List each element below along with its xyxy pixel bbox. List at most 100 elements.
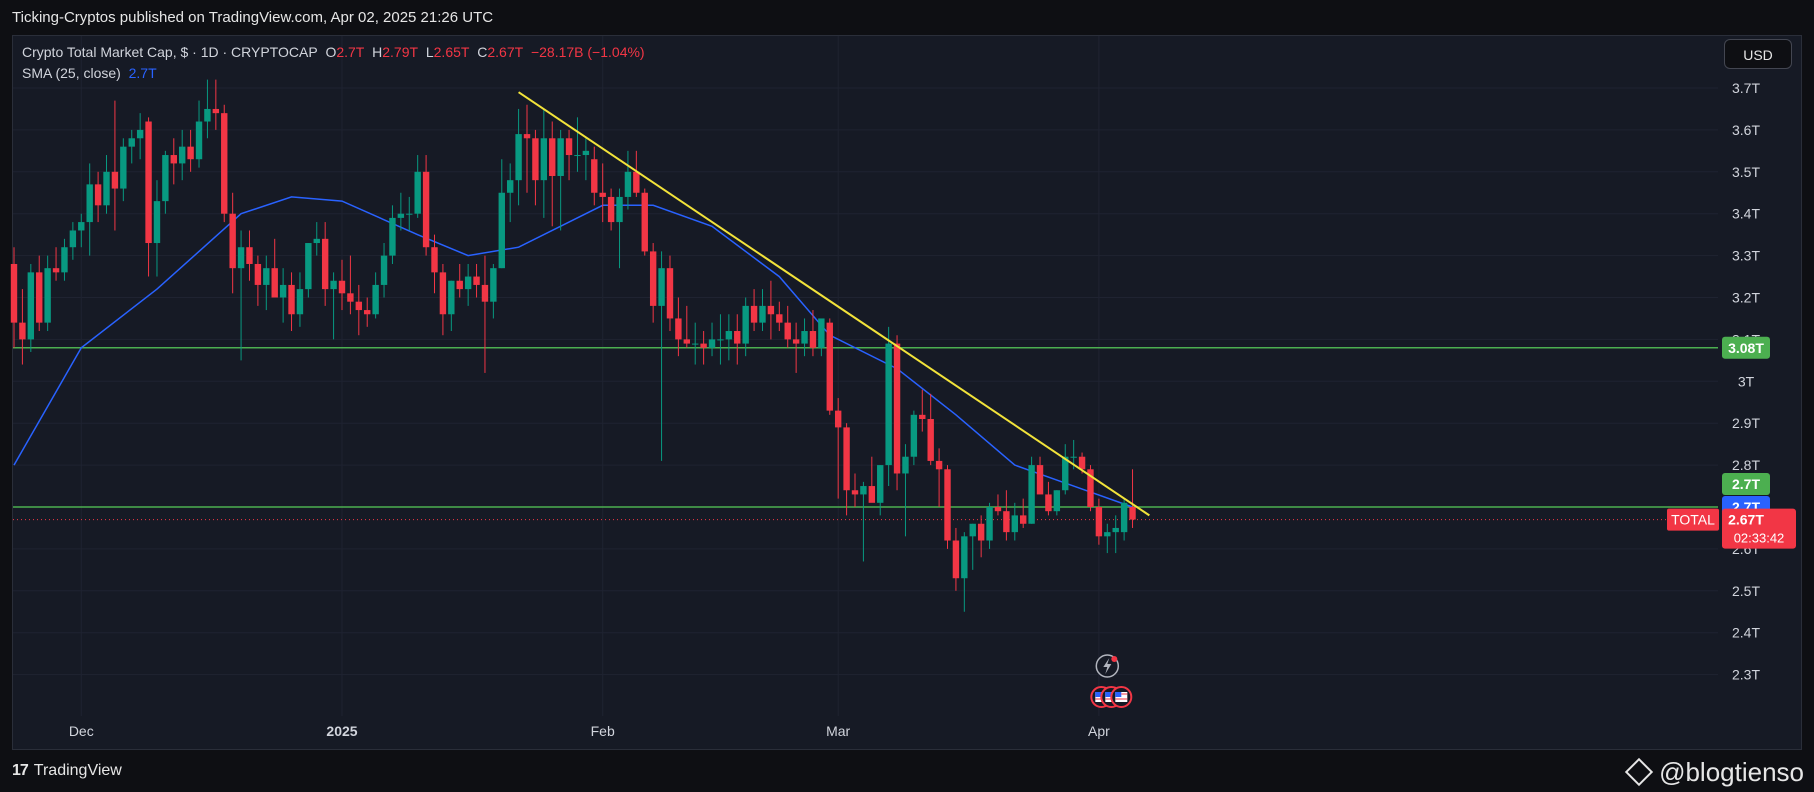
candles [10, 79, 1136, 612]
author-handle: @blogtienso [1624, 757, 1804, 788]
candle-body [961, 536, 968, 579]
candle [1053, 490, 1061, 516]
candle-body [44, 268, 51, 323]
candle [162, 150, 169, 214]
candle [195, 100, 203, 168]
chart-panel[interactable] [12, 35, 1802, 750]
candle [94, 171, 102, 223]
legend-sma-label: SMA (25, close) [22, 65, 121, 81]
candle-body [380, 255, 388, 285]
candle [498, 159, 505, 269]
event-dot [1111, 656, 1118, 662]
candle-body [19, 322, 26, 340]
x-tick-label: Feb [591, 723, 615, 739]
candle [725, 314, 733, 361]
candle [591, 146, 598, 206]
candle-body [725, 331, 733, 340]
candle-body [734, 331, 741, 344]
candle [103, 155, 110, 214]
candle-body [481, 284, 489, 302]
candle [330, 272, 337, 340]
candle-body [708, 339, 716, 348]
candle-body [1045, 494, 1052, 512]
y-tick-label: 2.5T [1732, 583, 1760, 599]
candle-body [263, 268, 270, 285]
candle-body [641, 192, 648, 252]
candle [481, 255, 489, 373]
candle [944, 465, 951, 549]
candle-body [187, 146, 194, 160]
candle [305, 243, 312, 298]
candle-body [776, 314, 783, 323]
tradingview-brand-label: TradingView [33, 762, 122, 779]
candle [532, 129, 539, 206]
y-tick-label: 3.3T [1732, 248, 1760, 264]
candle-body [692, 343, 699, 345]
candle [389, 205, 396, 264]
candle [246, 230, 253, 281]
candle [969, 523, 976, 570]
candle [809, 310, 817, 357]
candle [61, 238, 68, 281]
y-tick-label: 3.4T [1732, 206, 1760, 222]
candle-body [229, 213, 236, 269]
candle-body [305, 243, 312, 290]
candle-body [523, 134, 531, 139]
candle [136, 113, 144, 160]
tradingview-logo-icon: 17 [12, 762, 29, 779]
candle [515, 108, 522, 206]
price-label-text: 3.08T [1728, 340, 1764, 356]
currency-button[interactable]: USD [1724, 39, 1792, 69]
candle [834, 398, 842, 499]
candle-body [515, 134, 522, 181]
candle [187, 129, 194, 172]
candle [44, 255, 51, 332]
candle-body [910, 414, 918, 457]
candle [170, 138, 177, 185]
legend-sma-row[interactable]: SMA (25, close) 2.7T [22, 65, 645, 86]
y-tick-label: 2.3T [1732, 667, 1760, 683]
candle-body [271, 268, 278, 298]
candle-body [658, 268, 665, 306]
candle [683, 305, 690, 348]
candle-body [1129, 507, 1136, 520]
candle [431, 234, 438, 294]
candle [111, 100, 119, 231]
legend-change: −28.17B (−1.04%) [530, 44, 645, 60]
candlestick-chart[interactable]: 2.3T2.4T2.5T2.6T2.7T2.8T2.9T3T3.1T3.2T3.… [0, 0, 1814, 752]
candle-body [532, 138, 539, 181]
candle [338, 259, 346, 311]
candle [279, 268, 287, 323]
candle-body [1120, 502, 1128, 533]
candle [952, 527, 960, 591]
author-handle-text: @blogtienso [1659, 757, 1804, 787]
candle [792, 322, 800, 373]
candle [935, 448, 943, 507]
footer: 17 TradingView @blogtienso [0, 752, 1814, 792]
candle-body [464, 276, 472, 290]
candle [1036, 456, 1044, 495]
us-flag-canton [1095, 692, 1102, 697]
candle [1003, 490, 1010, 541]
candle-body [540, 138, 548, 181]
candle-body [448, 280, 455, 315]
candle [801, 318, 808, 357]
candle-body [36, 272, 43, 323]
legend-low-label: L [425, 44, 434, 60]
candle-body [111, 171, 119, 189]
y-tick-label: 2.4T [1732, 625, 1760, 641]
candle [221, 104, 228, 223]
candle-body [1020, 515, 1027, 524]
legend-close: 2.67T [487, 44, 524, 60]
tradingview-brand[interactable]: 17 TradingView [12, 762, 122, 780]
y-tick-label: 3.5T [1732, 164, 1760, 180]
candle-body [1036, 465, 1044, 495]
candle [540, 108, 548, 218]
candle [885, 326, 892, 487]
candle [1062, 444, 1069, 495]
candle [313, 222, 320, 256]
candle-body [246, 247, 253, 264]
candle [776, 301, 783, 332]
candle-body [78, 222, 85, 231]
candle [624, 150, 632, 210]
